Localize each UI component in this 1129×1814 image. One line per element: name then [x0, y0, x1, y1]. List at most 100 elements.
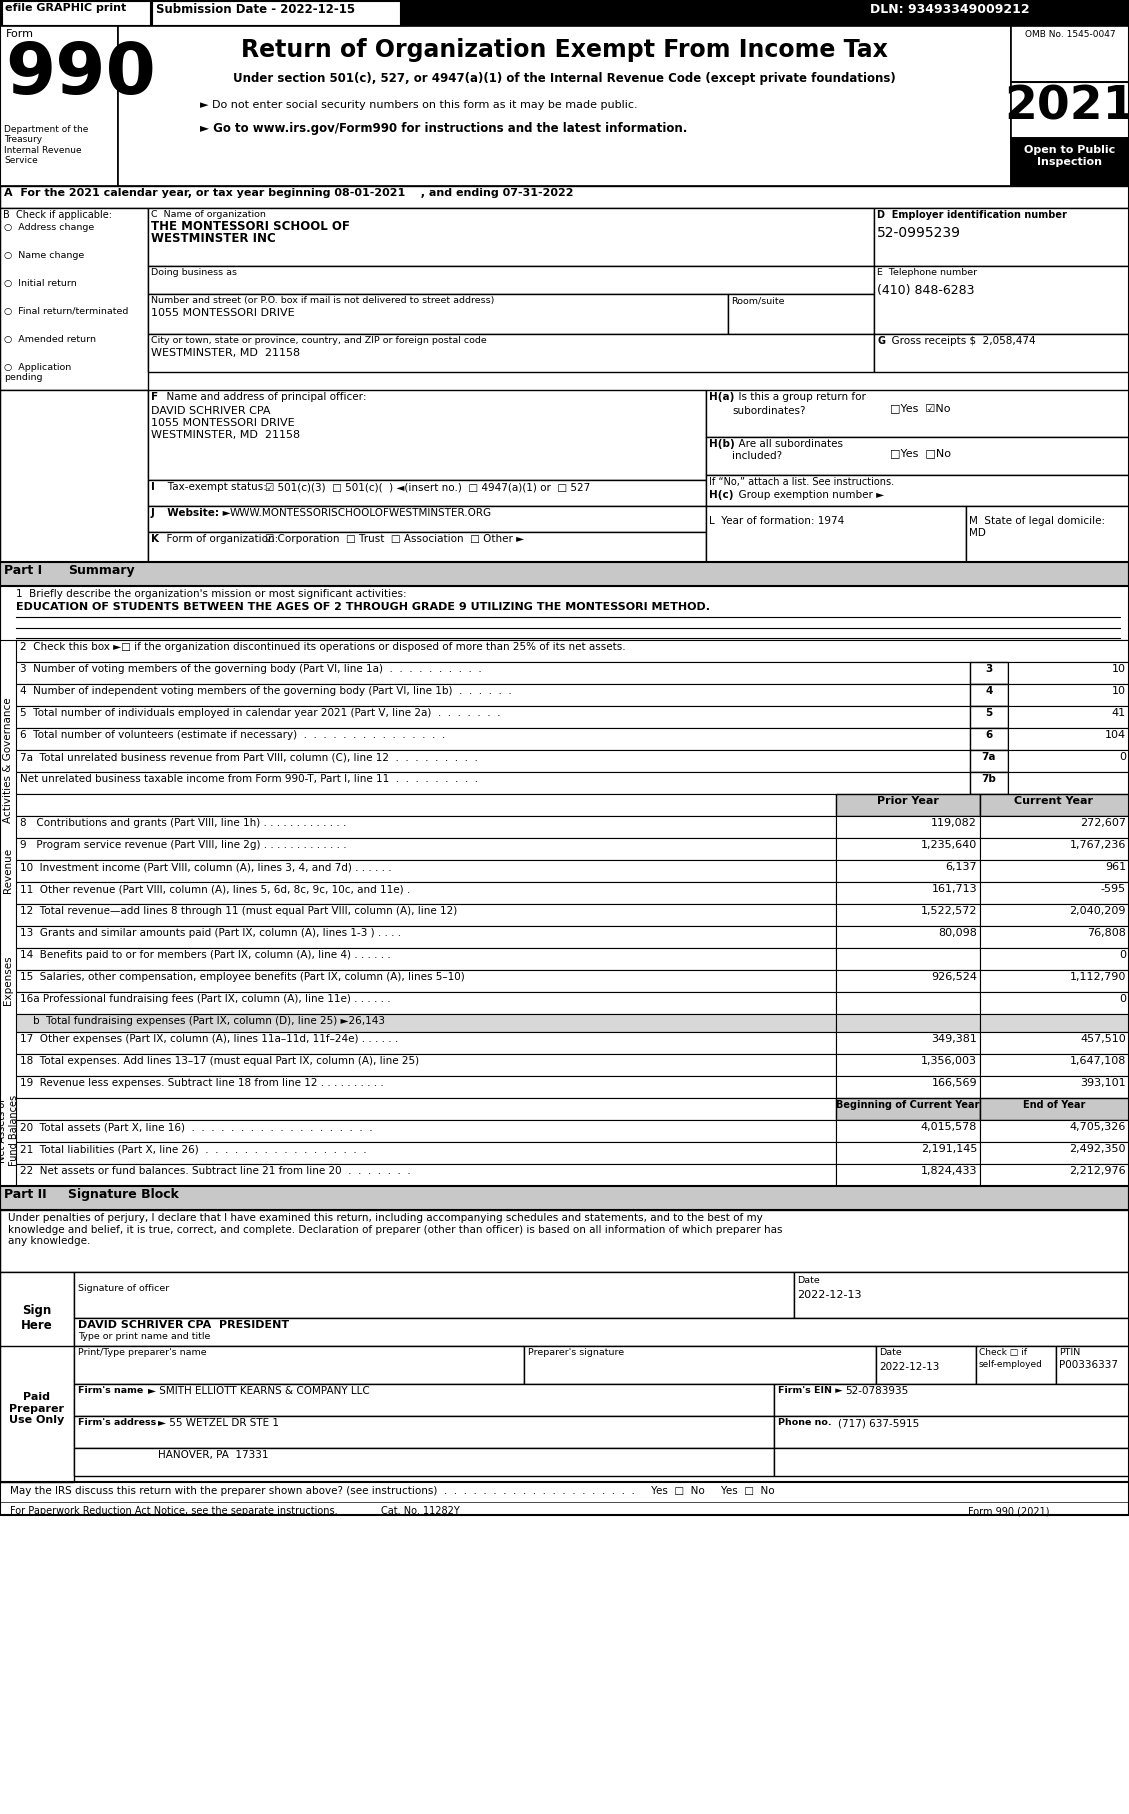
Text: Submission Date - 2022-12-15: Submission Date - 2022-12-15 — [156, 4, 356, 16]
Bar — [980, 1143, 1129, 1165]
Bar — [774, 1384, 1129, 1417]
Text: 2021: 2021 — [1005, 83, 1129, 129]
Bar — [980, 925, 1129, 949]
Bar — [16, 860, 835, 882]
Text: I: I — [151, 483, 155, 492]
Text: P00336337: P00336337 — [1059, 1360, 1118, 1370]
Bar — [835, 970, 980, 992]
Bar — [835, 992, 980, 1014]
Text: End of Year: End of Year — [1023, 1099, 1085, 1110]
Bar — [148, 209, 874, 267]
Bar — [980, 1097, 1129, 1119]
Bar — [835, 1097, 980, 1119]
Text: M  State of legal domicile:: M State of legal domicile: — [969, 515, 1105, 526]
Text: -595: -595 — [1101, 883, 1126, 894]
Bar — [980, 1054, 1129, 1076]
Text: efile GRAPHIC print: efile GRAPHIC print — [5, 4, 126, 13]
Bar — [16, 1076, 835, 1097]
Bar — [16, 838, 835, 860]
Bar — [980, 882, 1129, 903]
Bar — [835, 903, 980, 925]
Text: Cat. No. 11282Y: Cat. No. 11282Y — [380, 1506, 460, 1517]
Text: 20  Total assets (Part X, line 16)  .  .  .  .  .  .  .  .  .  .  .  .  .  .  . : 20 Total assets (Part X, line 16) . . . … — [20, 1123, 373, 1132]
Bar — [75, 1448, 774, 1477]
Text: 2  Check this box ►□ if the organization discontinued its operations or disposed: 2 Check this box ►□ if the organization … — [20, 642, 625, 651]
Text: Form: Form — [6, 29, 34, 38]
Text: ○  Amended return: ○ Amended return — [5, 336, 96, 345]
Text: 2022-12-13: 2022-12-13 — [879, 1362, 939, 1371]
Bar — [75, 1417, 774, 1448]
Text: 1,112,790: 1,112,790 — [1069, 972, 1126, 981]
Bar — [0, 1272, 75, 1371]
Text: 2,492,350: 2,492,350 — [1069, 1145, 1126, 1154]
Text: ☑ 501(c)(3)  □ 501(c)(  ) ◄(insert no.)  □ 4947(a)(1) or  □ 527: ☑ 501(c)(3) □ 501(c)( ) ◄(insert no.) □ … — [265, 483, 590, 492]
Bar — [119, 25, 1010, 187]
Text: 161,713: 161,713 — [931, 883, 977, 894]
Text: 4,705,326: 4,705,326 — [1069, 1123, 1126, 1132]
Text: Print/Type preparer's name: Print/Type preparer's name — [78, 1348, 207, 1357]
Text: Tax-exempt status:: Tax-exempt status: — [158, 483, 266, 492]
Text: ○  Application
pending: ○ Application pending — [5, 363, 71, 383]
Bar — [706, 475, 1129, 506]
Text: K: K — [151, 533, 159, 544]
Text: Signature Block: Signature Block — [68, 1188, 178, 1201]
Text: Form of organization:: Form of organization: — [160, 533, 278, 544]
Text: b  Total fundraising expenses (Part IX, column (D), line 25) ►26,143: b Total fundraising expenses (Part IX, c… — [20, 1016, 385, 1027]
Bar — [16, 816, 835, 838]
Bar — [774, 1448, 1129, 1477]
Bar — [16, 773, 970, 795]
Bar — [16, 949, 835, 970]
Bar — [980, 816, 1129, 838]
Text: H(b): H(b) — [709, 439, 735, 450]
Text: City or town, state or province, country, and ZIP or foreign postal code: City or town, state or province, country… — [151, 336, 487, 345]
Text: 1055 MONTESSORI DRIVE: 1055 MONTESSORI DRIVE — [151, 308, 295, 317]
Bar — [2, 2, 150, 25]
Text: If “No,” attach a list. See instructions.: If “No,” attach a list. See instructions… — [709, 477, 894, 486]
Bar — [0, 0, 1129, 25]
Bar — [0, 209, 148, 390]
Bar — [1010, 25, 1129, 82]
Bar — [970, 773, 1008, 795]
Text: 9   Program service revenue (Part VIII, line 2g) . . . . . . . . . . . . .: 9 Program service revenue (Part VIII, li… — [20, 840, 347, 851]
Bar — [970, 727, 1008, 749]
Text: Open to Public
Inspection: Open to Public Inspection — [1024, 145, 1115, 167]
Text: 272,607: 272,607 — [1080, 818, 1126, 827]
Text: 10  Investment income (Part VIII, column (A), lines 3, 4, and 7d) . . . . . .: 10 Investment income (Part VIII, column … — [20, 862, 392, 873]
Text: 21  Total liabilities (Part X, line 26)  .  .  .  .  .  .  .  .  .  .  .  .  .  : 21 Total liabilities (Part X, line 26) .… — [20, 1145, 367, 1154]
Text: Under penalties of perjury, I declare that I have examined this return, includin: Under penalties of perjury, I declare th… — [8, 1214, 782, 1246]
Text: Current Year: Current Year — [1015, 796, 1094, 805]
Text: 1  Briefly describe the organization's mission or most significant activities:: 1 Briefly describe the organization's mi… — [16, 590, 406, 599]
Bar — [980, 1032, 1129, 1054]
Text: 5: 5 — [986, 707, 992, 718]
Bar — [0, 0, 1129, 1515]
Bar — [16, 1054, 835, 1076]
Text: Beginning of Current Year: Beginning of Current Year — [837, 1099, 980, 1110]
Bar — [980, 860, 1129, 882]
Bar — [980, 949, 1129, 970]
Text: 1,767,236: 1,767,236 — [1069, 840, 1126, 851]
Text: 11  Other revenue (Part VIII, column (A), lines 5, 6d, 8c, 9c, 10c, and 11e) .: 11 Other revenue (Part VIII, column (A),… — [20, 883, 410, 894]
Text: WESTMINSTER, MD  21158: WESTMINSTER, MD 21158 — [151, 348, 300, 357]
Text: Group exemption number ►: Group exemption number ► — [732, 490, 884, 501]
Text: ☑ Corporation  □ Trust  □ Association  □ Other ►: ☑ Corporation □ Trust □ Association □ Ot… — [265, 533, 524, 544]
Bar — [148, 334, 874, 372]
Text: 16a Professional fundraising fees (Part IX, column (A), line 11e) . . . . . .: 16a Professional fundraising fees (Part … — [20, 994, 391, 1003]
Text: Are all subordinates: Are all subordinates — [732, 439, 843, 450]
Bar — [980, 992, 1129, 1014]
Text: 12  Total revenue—add lines 8 through 11 (must equal Part VIII, column (A), line: 12 Total revenue—add lines 8 through 11 … — [20, 905, 457, 916]
Text: 2,212,976: 2,212,976 — [1069, 1166, 1126, 1175]
Bar — [148, 481, 706, 506]
Bar — [970, 749, 1008, 773]
Text: Paid
Preparer
Use Only: Paid Preparer Use Only — [9, 1391, 64, 1426]
Text: 7b: 7b — [981, 775, 997, 784]
Bar — [16, 1097, 835, 1119]
Bar — [524, 1346, 876, 1384]
Text: 1,647,108: 1,647,108 — [1069, 1056, 1126, 1067]
Text: 10: 10 — [1112, 664, 1126, 675]
Bar — [0, 1186, 1129, 1210]
Text: Sign
Here: Sign Here — [21, 1304, 53, 1331]
Text: F: F — [151, 392, 158, 403]
Text: 10: 10 — [1112, 686, 1126, 697]
Text: 990: 990 — [5, 40, 156, 109]
Text: B  Check if applicable:: B Check if applicable: — [3, 210, 112, 219]
